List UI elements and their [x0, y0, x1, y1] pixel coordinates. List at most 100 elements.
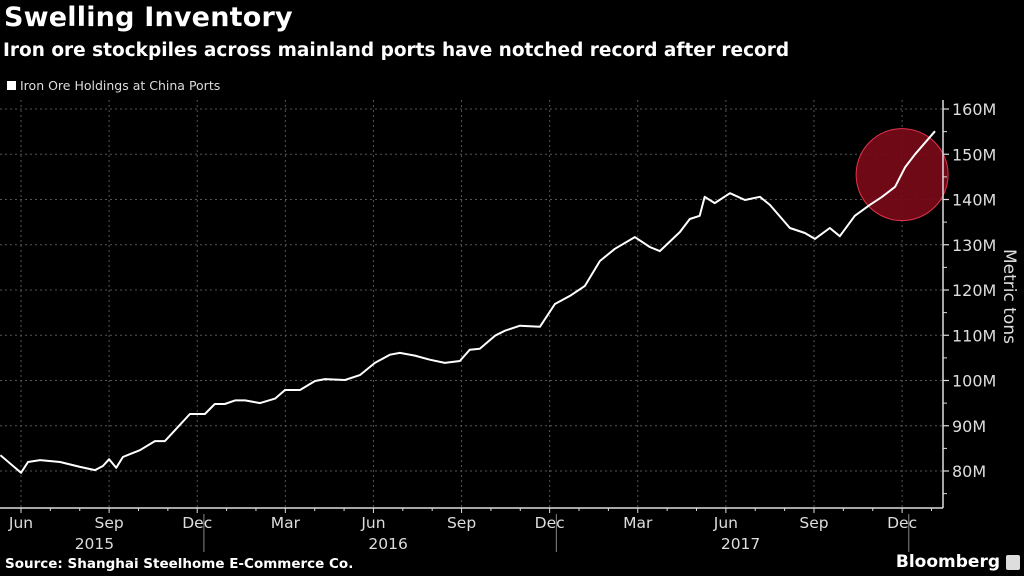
data-point [224, 403, 226, 405]
y-axis-label: Metric tons [999, 249, 1019, 344]
x-tick-label: Jun [713, 514, 738, 532]
data-point [204, 413, 206, 415]
y-tick-label: 100M [952, 372, 996, 391]
data-point [344, 379, 346, 381]
data-point [659, 250, 661, 252]
data-point [894, 186, 896, 188]
data-point [314, 380, 316, 382]
data-point [689, 218, 691, 220]
x-tick-label: Sep [447, 514, 476, 532]
data-point [634, 236, 636, 238]
x-tick-label: Jun [360, 514, 385, 532]
data-point [539, 326, 541, 328]
y-tick-label: 110M [952, 326, 996, 345]
data-point [504, 330, 506, 332]
data-point [829, 227, 831, 229]
data-point [814, 238, 816, 240]
data-point [519, 325, 521, 327]
data-point [115, 467, 117, 469]
axes: 80M 90M 100M 110M 120M 130M 140M 150M 160M Jun Sep… [0, 100, 996, 553]
y-tick-label: 150M [952, 145, 996, 164]
data-point [174, 429, 176, 431]
brand-name: Bloomberg [895, 552, 1000, 572]
data-point [649, 246, 651, 248]
data-point [699, 215, 701, 217]
data-point [259, 402, 261, 404]
data-point [429, 359, 431, 361]
data-point [904, 167, 906, 169]
data-point [79, 466, 81, 468]
x-tick-label: Sep [95, 514, 124, 532]
data-point [374, 362, 376, 364]
year-label: 2016 [368, 535, 407, 553]
chart-title: Swelling Inventory [4, 2, 293, 33]
data-point [459, 360, 461, 362]
y-tick-label: 130M [952, 236, 996, 255]
data-point [494, 335, 496, 337]
data-point [274, 398, 276, 400]
data-point [154, 440, 156, 442]
data-point [20, 472, 22, 474]
y-tick-label: 120M [952, 281, 996, 300]
series-line [0, 130, 936, 474]
data-point [554, 303, 556, 305]
data-point [359, 374, 361, 376]
data-point [714, 202, 716, 204]
y-tick-label: 80M [952, 462, 986, 481]
data-point [164, 440, 166, 442]
data-point [139, 449, 141, 451]
data-point [39, 459, 41, 461]
chart-subtitle: Iron ore stockpiles across mainland port… [3, 40, 790, 61]
data-point [729, 192, 731, 194]
data-point [839, 235, 841, 237]
data-point [214, 403, 216, 405]
data-point [704, 196, 706, 198]
y-tick-label: 140M [952, 191, 996, 210]
data-point [914, 153, 916, 155]
data-point [189, 413, 191, 415]
x-tick-label: Dec [182, 514, 212, 532]
data-point [414, 355, 416, 357]
data-point [444, 362, 446, 364]
data-point [599, 260, 601, 262]
series-group [0, 130, 936, 474]
x-tick-label: Mar [271, 514, 301, 532]
data-point [569, 295, 571, 297]
source-note: Source: Shanghai Steelhome E-Commerce Co… [5, 556, 354, 572]
x-tick-label: Mar [623, 514, 653, 532]
data-point [94, 469, 96, 471]
data-point [881, 196, 883, 198]
legend-label: Iron Ore Holdings at China Ports [20, 78, 221, 93]
data-point [324, 378, 326, 380]
x-tick-label: Dec [887, 514, 917, 532]
data-point [122, 456, 124, 458]
data-point [234, 400, 236, 402]
data-point [759, 196, 761, 198]
data-point [244, 400, 246, 402]
data-point [934, 130, 936, 132]
year-label: 2015 [75, 535, 114, 553]
data-point [299, 389, 301, 391]
data-point [102, 465, 104, 467]
data-point [679, 231, 681, 233]
data-point [399, 352, 401, 354]
data-point [108, 458, 110, 460]
legend-swatch [7, 81, 16, 90]
data-point [789, 227, 791, 229]
data-point [854, 215, 856, 217]
x-tick-label: Dec [535, 514, 565, 532]
y-tick-label: 90M [952, 417, 986, 436]
data-point [284, 389, 286, 391]
data-point [59, 461, 61, 463]
data-point [614, 248, 616, 250]
bloomberg-logo-icon [1006, 554, 1020, 570]
x-tick-label: Jun [8, 514, 33, 532]
data-point [469, 349, 471, 351]
y-tick-label: 160M [952, 100, 996, 119]
data-point [869, 204, 871, 206]
year-label: 2017 [721, 535, 760, 553]
data-point [804, 232, 806, 234]
brand: Bloomberg [896, 552, 1020, 572]
data-point [389, 354, 391, 356]
